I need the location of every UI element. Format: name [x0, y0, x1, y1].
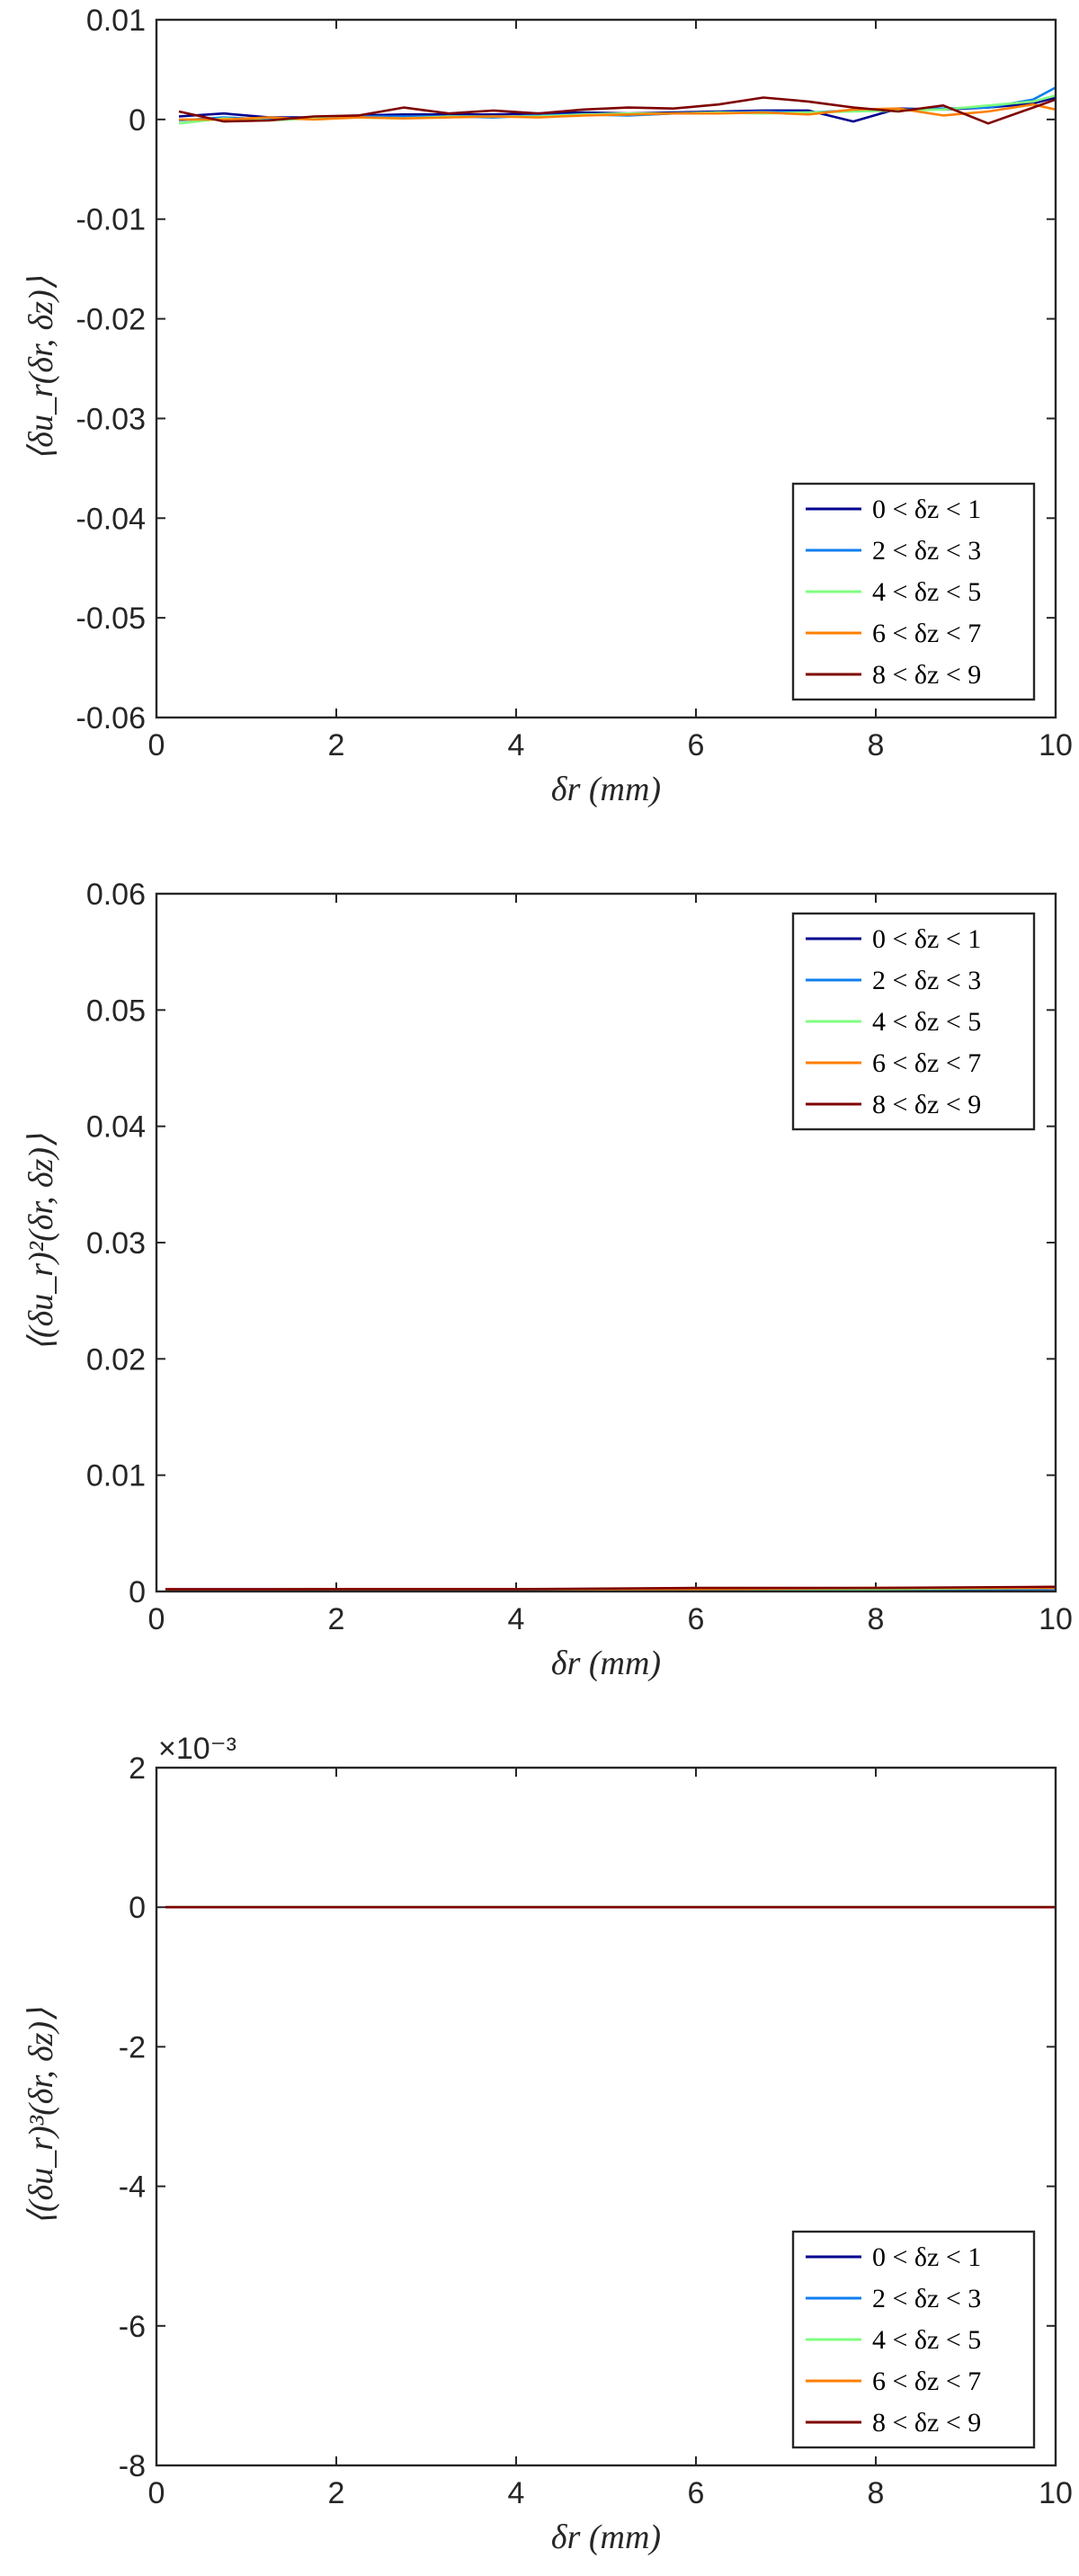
chart-panel-2: 0 2 4 6 8 10 0.06 0.05 0.04 0.03 0.02 0.01 0 δr (mm) ⟨… [22, 878, 1073, 1682]
legend: 0 < δz < 1 2 < δz < 3 4 < δz < 5 6 < δz < 7… [791, 482, 1036, 701]
legend-label: 8 < δz < 9 [872, 2408, 981, 2438]
legend-label: 6 < δz < 7 [872, 1048, 981, 1078]
y-tick-label: 0 [129, 103, 146, 138]
y-tick-label: 0.06 [86, 878, 146, 912]
y-tick-label: 0.04 [86, 1110, 146, 1145]
chart-panel-3: 0 2 4 6 8 10 2 0 -2 -4 -6 -8 ×10⁻³ δr (mm) ⟨(δu_r)³(δr… [22, 1732, 1073, 2556]
y-tick-label: -0.05 [76, 602, 147, 636]
chart-panel-1: 0 2 4 6 8 10 0.01 0 -0.01 -0.02 -0.03 -0.04 -0.05 -0.… [22, 4, 1073, 808]
series-line-4 [179, 103, 1057, 121]
y-tick-label: -0.03 [76, 402, 147, 436]
x-tick-label: 2 [328, 1602, 345, 1636]
x-axis-label: δr (mm) [551, 2518, 661, 2556]
x-tick-label: 4 [508, 2476, 525, 2510]
x-tick-label: 8 [868, 728, 885, 762]
y-axis-label: ⟨(δu_r)³(δr, δz)⟩ [22, 2008, 60, 2225]
legend-label: 4 < δz < 5 [872, 2325, 981, 2355]
legend-label: 6 < δz < 7 [872, 619, 981, 648]
legend-label: 8 < δz < 9 [872, 660, 981, 690]
y-tick-label: 0.02 [86, 1342, 146, 1377]
y-tick-label: -0.02 [76, 303, 147, 337]
x-tick-label: 10 [1039, 2476, 1073, 2510]
y-tick-label: -6 [119, 2310, 146, 2344]
y-tick-label: -0.04 [76, 502, 147, 536]
x-axis-label: δr (mm) [551, 1645, 661, 1682]
x-tick-label: 2 [328, 728, 345, 762]
x-tick-label: 2 [328, 2476, 345, 2510]
legend-label: 6 < δz < 7 [872, 2367, 981, 2396]
x-tick-label: 0 [148, 2476, 165, 2510]
y-tick-label: -2 [119, 2030, 146, 2064]
y-tick-label: 0.03 [86, 1226, 146, 1261]
x-tick-label: 0 [148, 1602, 165, 1636]
series-line-5 [178, 96, 1057, 125]
y-tick-label: 0 [129, 1891, 146, 1925]
axes-box [155, 892, 1057, 1593]
axes-box [155, 1766, 1057, 2467]
y-tick-label: -8 [119, 2449, 146, 2483]
x-tick-label: 8 [868, 1602, 885, 1636]
legend-label: 0 < δz < 1 [872, 495, 981, 524]
x-tick-label: 10 [1039, 728, 1073, 762]
x-tick-label: 4 [508, 1602, 525, 1636]
x-tick-label: 4 [508, 728, 525, 762]
axes-box [155, 18, 1057, 719]
legend: 0 < δz < 1 2 < δz < 3 4 < δz < 5 6 < δz < 7… [791, 912, 1036, 1131]
legend-label: 4 < δz < 5 [872, 577, 981, 607]
x-tick-label: 6 [688, 728, 705, 762]
legend-label: 0 < δz < 1 [872, 924, 981, 954]
y-tick-label: 0.01 [86, 1459, 146, 1493]
y-tick-label: -4 [119, 2170, 146, 2205]
series-line-5 [165, 1585, 1057, 1591]
legend-label: 2 < δz < 3 [872, 536, 981, 566]
legend-label: 2 < δz < 3 [872, 2284, 981, 2313]
legend-label: 0 < δz < 1 [872, 2242, 981, 2272]
y-tick-label: 2 [129, 1752, 146, 1786]
x-axis-label: δr (mm) [551, 771, 661, 808]
x-tick-label: 6 [688, 2476, 705, 2510]
legend-label: 4 < δz < 5 [872, 1007, 981, 1037]
x-tick-label: 10 [1039, 1602, 1073, 1636]
x-tick-label: 0 [148, 728, 165, 762]
y-exponent-label: ×10⁻³ [158, 1732, 236, 1766]
x-tick-label: 6 [688, 1602, 705, 1636]
legend: 0 < δz < 1 2 < δz < 3 4 < δz < 5 6 < δz < 7… [791, 2230, 1036, 2449]
x-tick-label: 8 [868, 2476, 885, 2510]
y-axis-label: ⟨δu_r(δr, δz)⟩ [22, 276, 60, 460]
y-axis-label: ⟨(δu_r)²(δr, δz)⟩ [22, 1134, 60, 1351]
y-tick-label: 0 [129, 1575, 146, 1609]
y-tick-label: -0.06 [76, 701, 147, 735]
y-tick-label: 0.01 [86, 4, 146, 38]
legend-label: 8 < δz < 9 [872, 1090, 981, 1119]
y-tick-label: 0.05 [86, 994, 146, 1028]
legend-label: 2 < δz < 3 [872, 966, 981, 995]
y-tick-label: -0.01 [76, 203, 147, 237]
